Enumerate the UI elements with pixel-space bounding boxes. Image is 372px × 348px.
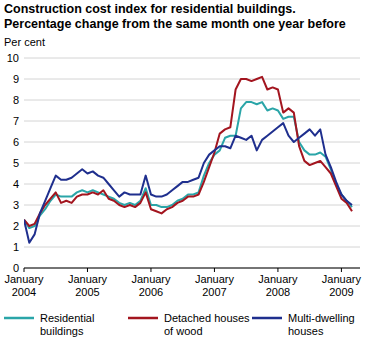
x-tick-label-line: 2009 — [329, 286, 353, 298]
x-tick-label: January2008 — [258, 273, 298, 298]
legend-label-line: buildings — [40, 325, 84, 337]
legend-swatch — [4, 317, 34, 320]
title: Construction cost index for residential … — [4, 2, 296, 16]
x-tick — [24, 268, 25, 272]
legend-label: Detached housesof wood — [164, 312, 250, 337]
grid-line — [24, 121, 360, 122]
grid-line — [24, 142, 360, 143]
x-tick-label-line: 2005 — [75, 286, 99, 298]
x-tick-label-line: January — [68, 273, 108, 285]
grid-line — [24, 184, 360, 185]
grid-line — [24, 79, 360, 80]
x-tick-label-line: 2007 — [202, 286, 226, 298]
y-tick-label: 8 — [13, 94, 19, 106]
legend-label-line: Residential — [40, 312, 94, 324]
legend-label-line: Multi-dwelling — [288, 312, 355, 324]
series-line — [24, 102, 352, 228]
x-tick — [341, 268, 342, 272]
x-tick — [214, 268, 215, 272]
y-tick-label: 7 — [13, 115, 19, 127]
legend-label-line: Detached houses — [164, 312, 250, 324]
x-tick-label-line: January — [195, 273, 235, 285]
plot-lines — [24, 77, 352, 243]
legend-swatch — [128, 317, 158, 320]
x-axis — [24, 268, 360, 269]
x-tick-label: January2009 — [322, 273, 362, 298]
y-tick-label: 9 — [13, 73, 19, 85]
x-tick-label-line: 2006 — [139, 286, 163, 298]
x-tick — [150, 268, 151, 272]
y-tick-label: 10 — [7, 52, 19, 64]
legend-label-line: of wood — [164, 325, 203, 337]
grid-line — [24, 100, 360, 101]
x-tick — [277, 268, 278, 272]
x-tick-label-line: January — [4, 273, 44, 285]
x-tick-label: January2004 — [4, 273, 44, 298]
legend-label: Multi-dwellinghouses — [288, 312, 355, 337]
grid-line — [24, 226, 360, 227]
x-tick-label: January2007 — [195, 273, 235, 298]
x-tick-label-line: 2008 — [266, 286, 290, 298]
x-tick — [87, 268, 88, 272]
y-tick-label: 2 — [13, 220, 19, 232]
legend-swatch — [252, 317, 282, 320]
grid-line — [24, 205, 360, 206]
y-tick-label: 6 — [13, 136, 19, 148]
legend-label: Residentialbuildings — [40, 312, 94, 337]
y-label: Per cent — [4, 36, 45, 48]
grid-line — [24, 268, 360, 269]
y-tick-label: 4 — [13, 178, 19, 190]
grid-line — [24, 163, 360, 164]
y-tick-label: 1 — [13, 241, 19, 253]
series-line — [24, 123, 352, 243]
x-tick-label-line: January — [322, 273, 362, 285]
chart: Construction cost index for residential … — [0, 0, 372, 348]
series-line — [24, 77, 352, 226]
y-tick-label: 5 — [13, 157, 19, 169]
subtitle: Percentage change from the same month on… — [4, 17, 346, 31]
x-tick-label: January2005 — [68, 273, 108, 298]
legend-label-line: houses — [288, 325, 324, 337]
y-tick-label: 3 — [13, 199, 19, 211]
x-tick-label-line: January — [258, 273, 298, 285]
x-tick-label-line: 2004 — [12, 286, 36, 298]
x-tick-label: January2006 — [131, 273, 171, 298]
grid-line — [24, 247, 360, 248]
grid-line — [24, 58, 360, 59]
x-tick-label-line: January — [131, 273, 171, 285]
